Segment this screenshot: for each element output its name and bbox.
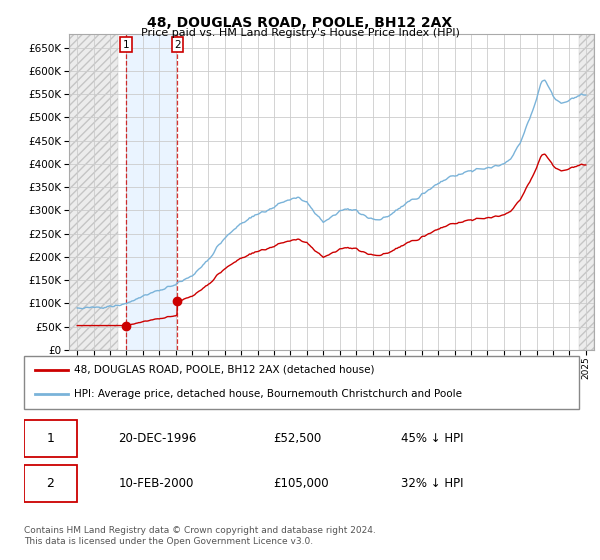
Text: 1: 1 [46, 432, 54, 445]
Text: 45% ↓ HPI: 45% ↓ HPI [401, 432, 464, 445]
Text: 2: 2 [174, 40, 181, 50]
Text: £52,500: £52,500 [274, 432, 322, 445]
Text: Price paid vs. HM Land Registry's House Price Index (HPI): Price paid vs. HM Land Registry's House … [140, 28, 460, 38]
Text: 20-DEC-1996: 20-DEC-1996 [118, 432, 197, 445]
FancyBboxPatch shape [24, 465, 77, 502]
Text: 48, DOUGLAS ROAD, POOLE, BH12 2AX (detached house): 48, DOUGLAS ROAD, POOLE, BH12 2AX (detac… [74, 365, 374, 375]
FancyBboxPatch shape [24, 356, 579, 409]
Text: 48, DOUGLAS ROAD, POOLE, BH12 2AX: 48, DOUGLAS ROAD, POOLE, BH12 2AX [148, 16, 452, 30]
Text: HPI: Average price, detached house, Bournemouth Christchurch and Poole: HPI: Average price, detached house, Bour… [74, 389, 462, 399]
Text: 1: 1 [122, 40, 129, 50]
Text: 32% ↓ HPI: 32% ↓ HPI [401, 477, 464, 490]
Text: 10-FEB-2000: 10-FEB-2000 [118, 477, 194, 490]
Bar [69, 34, 118, 350]
Text: £105,000: £105,000 [274, 477, 329, 490]
Bar [579, 34, 594, 350]
FancyBboxPatch shape [24, 420, 77, 456]
Bar [126, 34, 178, 350]
Text: Contains HM Land Registry data © Crown copyright and database right 2024.
This d: Contains HM Land Registry data © Crown c… [24, 526, 376, 546]
Text: 2: 2 [46, 477, 54, 490]
